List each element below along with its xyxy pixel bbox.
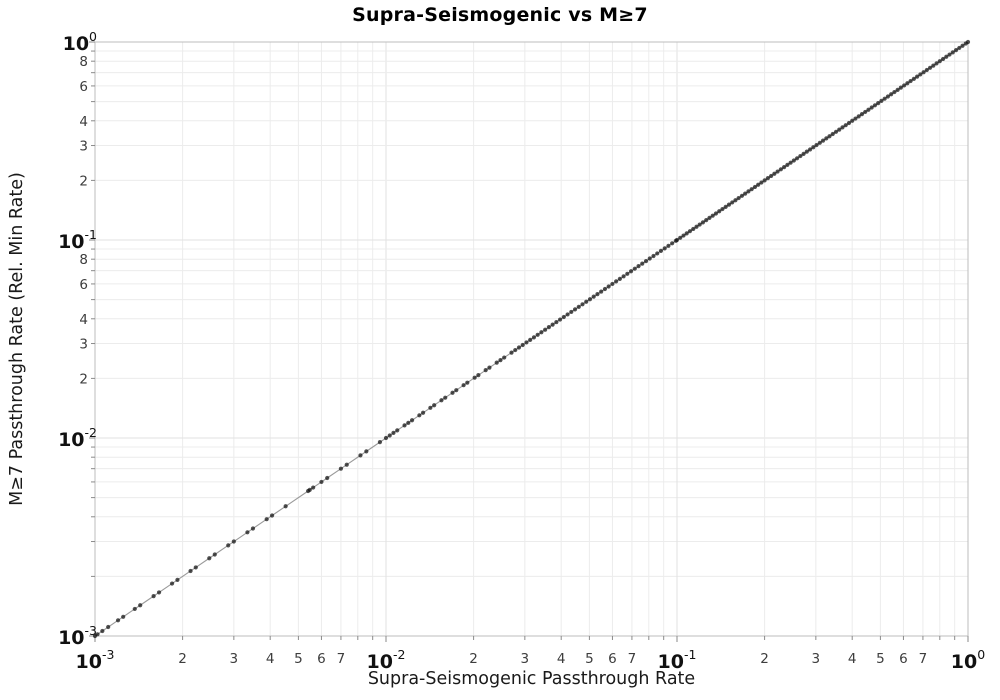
svg-text:8: 8 <box>79 252 88 268</box>
chart-title: Supra-Seismogenic vs M≥7 <box>352 4 648 26</box>
gridlines <box>94 41 969 637</box>
svg-text:7: 7 <box>628 651 637 667</box>
svg-text:7: 7 <box>337 651 346 667</box>
svg-text:5: 5 <box>585 651 594 667</box>
y-axis-label: M≥7 Passthrough Rate (Rel. Min Rate) <box>7 172 27 506</box>
svg-text:2: 2 <box>79 173 88 189</box>
svg-text:4: 4 <box>557 651 566 667</box>
svg-text:2: 2 <box>178 651 187 667</box>
svg-text:2: 2 <box>760 651 769 667</box>
svg-text:10-3: 10-3 <box>76 647 115 673</box>
axis-ticks <box>89 41 969 642</box>
svg-text:5: 5 <box>294 651 303 667</box>
x-axis-label: Supra-Seismogenic Passthrough Rate <box>367 669 696 689</box>
svg-text:6: 6 <box>79 79 88 95</box>
svg-text:4: 4 <box>848 651 857 667</box>
svg-text:4: 4 <box>79 312 88 328</box>
svg-text:4: 4 <box>79 114 88 130</box>
svg-text:6: 6 <box>608 651 617 667</box>
y-minor-tick-labels: 8 6 4 3 2 8 6 4 3 2 <box>79 54 88 387</box>
svg-text:2: 2 <box>79 371 88 387</box>
svg-text:4: 4 <box>266 651 275 667</box>
svg-text:3: 3 <box>79 139 88 155</box>
svg-text:3: 3 <box>521 651 530 667</box>
svg-text:2: 2 <box>469 651 478 667</box>
series-markers <box>92 39 971 639</box>
svg-text:100: 100 <box>63 29 97 55</box>
svg-text:6: 6 <box>79 277 88 293</box>
svg-text:8: 8 <box>79 54 88 70</box>
svg-text:10-1: 10-1 <box>658 647 697 673</box>
svg-text:3: 3 <box>79 337 88 353</box>
svg-text:5: 5 <box>876 651 885 667</box>
svg-text:3: 3 <box>812 651 821 667</box>
svg-text:10-3: 10-3 <box>58 623 97 649</box>
plot-frame <box>94 41 969 637</box>
svg-text:6: 6 <box>317 651 326 667</box>
svg-text:6: 6 <box>899 651 908 667</box>
svg-text:3: 3 <box>230 651 239 667</box>
svg-text:7: 7 <box>919 651 928 667</box>
